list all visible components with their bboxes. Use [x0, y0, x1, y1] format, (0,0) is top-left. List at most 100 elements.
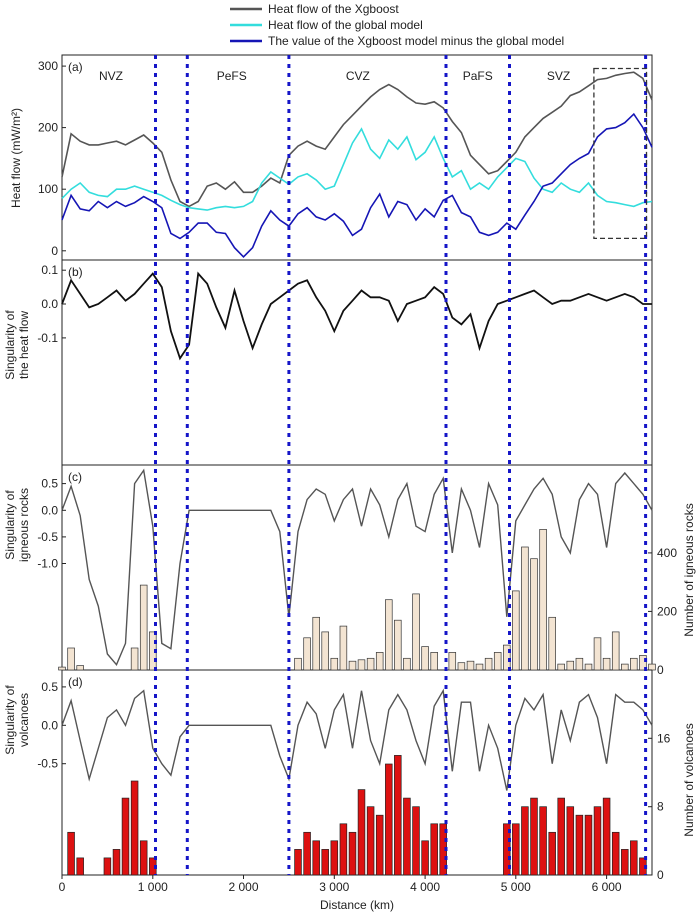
igneous-rock-bar	[394, 619, 402, 671]
igneous-rock-bar	[357, 659, 366, 671]
x-axis-title: Distance (km)	[320, 898, 394, 912]
volcano-count-bar	[557, 797, 565, 876]
panel-a-ytick-label: 100	[38, 182, 58, 196]
panel-d-right-ylabel: Number of volcanoes	[682, 723, 696, 836]
igneous-rock-bar	[566, 660, 575, 671]
x-tick-label: 0	[59, 880, 66, 894]
volcano-count-bar	[139, 840, 148, 876]
panel-d-ytick-label: 0.5	[41, 680, 58, 694]
volcano-count-bar	[593, 806, 602, 876]
igneous-rock-bar	[321, 631, 329, 671]
series-xgboost-line	[61, 71, 653, 208]
panel-c-right-ylabel: Number of igneous rocks	[682, 503, 696, 636]
panel-c-ytick-label: -1.0	[37, 557, 58, 571]
volcano-count-bar	[130, 780, 139, 876]
volcano-count-bar	[366, 806, 375, 876]
volcano-count-bar	[385, 763, 393, 876]
igneous-rock-bar	[139, 584, 148, 671]
axes: 0 100 200 300 0.1 0.0 -0.1 0.5 0.0 -0.5 -1.0 0.5 0.0…	[37, 59, 677, 894]
volcano-count-bar	[303, 831, 311, 876]
igneous-rock-bar	[493, 652, 502, 671]
panel-a-ytick-label: 200	[38, 121, 58, 135]
series-heat-singularity-line	[61, 271, 652, 361]
igneous-rock-bar	[630, 657, 638, 671]
volcano-count-bar	[630, 840, 638, 876]
x-tick-label: 1 000	[138, 880, 168, 894]
series-igneous-singularity-line	[61, 468, 653, 667]
volcano-count-bar	[312, 840, 320, 876]
volcano-count-bar	[521, 806, 529, 876]
volcano-count-bar	[611, 831, 620, 876]
igneous-rock-bar	[648, 663, 656, 671]
panel-d-right-ytick-label: 8	[657, 800, 664, 814]
panel-a-ytick-label: 0	[51, 244, 58, 258]
panel-b-ytick-label: -0.1	[37, 331, 58, 345]
panel-b-ylabel-line2: the heat flow	[17, 311, 31, 379]
panel-c-tag: (c)	[68, 470, 82, 484]
legend: Heat flow of the Xgboost Heat flow of th…	[230, 2, 564, 48]
igneous-rock-bar	[639, 655, 647, 671]
volcano-count-bar	[430, 823, 438, 876]
panel-c-ylabel-line2: igneous rocks	[17, 488, 31, 562]
panel-c-ytick-label: 0.0	[41, 503, 58, 517]
volcano-count-bar	[621, 849, 629, 876]
volcano-count-bar	[512, 823, 520, 876]
legend-label-difference: The value of the Xgboost model minus the…	[268, 34, 564, 48]
highlight-box	[593, 67, 648, 240]
zone-label-nvz: NVZ	[99, 69, 123, 83]
igneous-rock-bar	[593, 637, 602, 671]
volcano-count-bar	[403, 797, 411, 876]
zone-label-pafs: PaFS	[463, 69, 493, 83]
zone-boundaries	[154, 55, 648, 875]
x-tick-label: 6 000	[592, 880, 622, 894]
igneous-rock-bar	[557, 663, 565, 671]
x-tick-label: 3 000	[319, 880, 349, 894]
volcano-count-bar	[566, 806, 575, 876]
panel-d-tag: (d)	[68, 675, 83, 689]
series-volcano-singularity-line	[61, 688, 653, 791]
igneous-rock-bar	[130, 647, 139, 671]
volcano-count-bar	[67, 831, 75, 876]
panel-d-ytick-label: -0.5	[37, 757, 58, 771]
panel-b-tag: (b)	[68, 265, 83, 279]
volcano-count-bar	[348, 831, 357, 876]
volcano-count-bar	[321, 849, 329, 876]
zone-label-cvz: CVZ	[346, 69, 370, 83]
x-tick-label: 4 000	[410, 880, 440, 894]
igneous-rock-bar	[621, 663, 629, 671]
igneous-rock-bar	[530, 558, 538, 671]
igneous-rock-bar	[403, 657, 411, 671]
zone-labels: NVZ PeFS CVZ PaFS SVZ	[99, 69, 570, 83]
volcano-count-bar	[584, 814, 593, 876]
series-global-line	[61, 127, 653, 211]
panel-c-right-ytick-label: 200	[657, 604, 677, 618]
panel-a-ytick-label: 300	[38, 59, 58, 73]
igneous-rock-bar	[303, 637, 311, 671]
igneous-rock-bar	[366, 657, 375, 671]
igneous-rock-bar	[430, 652, 438, 671]
igneous-rock-bar	[448, 652, 457, 671]
series-difference-line	[61, 112, 653, 259]
igneous-rock-bar	[339, 625, 348, 671]
igneous-rock-bar	[466, 660, 475, 671]
zone-label-pefs: PeFS	[217, 69, 247, 83]
panel-c-right-ytick-label: 400	[657, 546, 677, 560]
volcano-count-bar	[330, 840, 339, 876]
legend-label-global: Heat flow of the global model	[268, 18, 423, 32]
panel-a-frame	[61, 54, 653, 261]
series-lines	[61, 71, 653, 791]
x-tick-label: 2 000	[228, 880, 258, 894]
panel-d-right-ytick-label: 16	[657, 731, 671, 745]
volcano-count-bar	[339, 823, 348, 876]
igneous-rock-bar	[375, 652, 384, 671]
igneous-rock-bar	[521, 546, 529, 671]
panel-c-ytick-label: 0.5	[41, 477, 58, 491]
volcano-count-bar	[412, 806, 420, 876]
igneous-rock-bar	[539, 529, 547, 671]
volcano-count-bar	[103, 857, 112, 876]
panel-c-bars	[58, 529, 656, 671]
panel-c-right-ytick-label: 0	[657, 663, 664, 677]
volcano-count-bar	[76, 857, 84, 876]
panel-d-frame	[61, 669, 653, 876]
